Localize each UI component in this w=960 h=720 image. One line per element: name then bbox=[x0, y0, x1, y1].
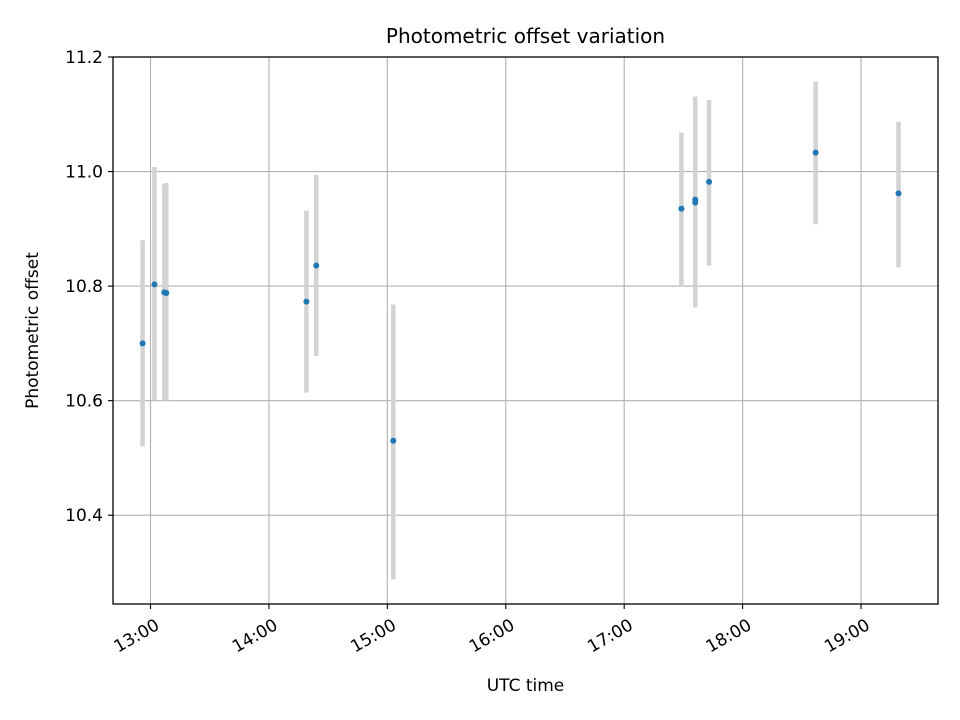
y-tick-label: 11.2 bbox=[65, 48, 103, 68]
grid bbox=[113, 56, 938, 604]
data-point bbox=[139, 340, 146, 347]
data-point bbox=[313, 262, 320, 269]
data-point bbox=[163, 289, 170, 296]
chart-title: Photometric offset variation bbox=[386, 24, 665, 48]
data-point bbox=[151, 281, 158, 288]
data-point bbox=[692, 196, 699, 203]
y-tick-label: 11.0 bbox=[65, 163, 103, 183]
data-point bbox=[390, 437, 397, 444]
data-point bbox=[895, 190, 902, 197]
y-axis-ticks: 10.4 10.6 10.8 11.0 11.2 bbox=[65, 48, 113, 526]
y-tick-label: 10.6 bbox=[65, 392, 103, 412]
data-point bbox=[678, 205, 685, 212]
y-axis-label: Photometric offset bbox=[23, 252, 43, 409]
y-tick-label: 10.8 bbox=[65, 277, 103, 297]
plot-frame bbox=[112, 56, 939, 605]
x-axis-label: UTC time bbox=[487, 676, 565, 696]
y-tick-label: 10.4 bbox=[65, 506, 103, 526]
data-point bbox=[303, 298, 310, 305]
data-point bbox=[706, 178, 713, 185]
data-point bbox=[812, 149, 819, 156]
data-points bbox=[139, 149, 902, 444]
